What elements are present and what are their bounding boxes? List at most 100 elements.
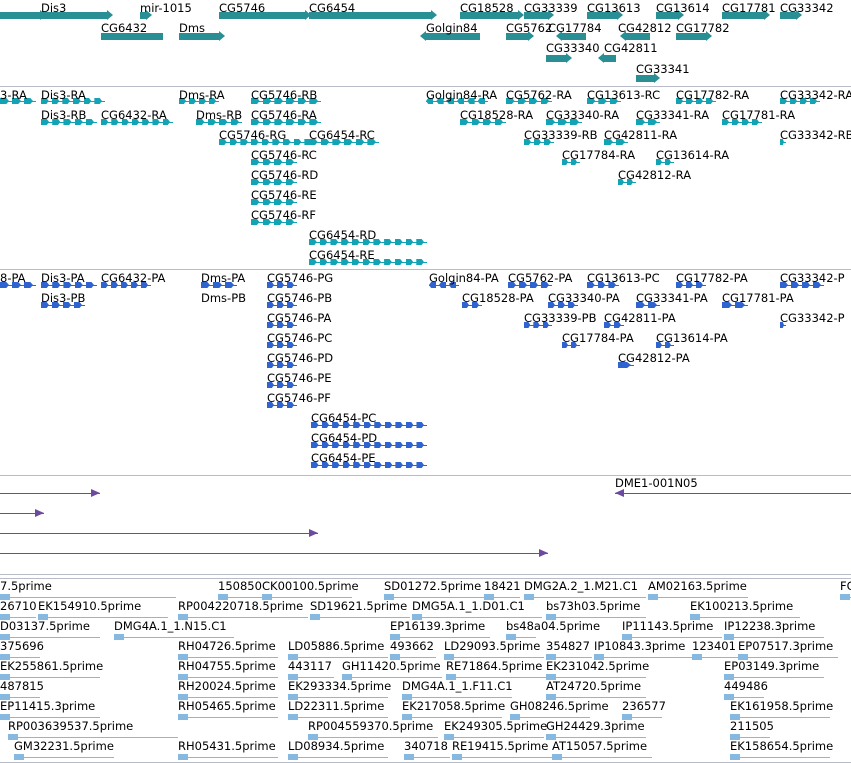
transcripts-feature-label[interactable]: CG13613-RC [587, 88, 661, 102]
proteins-feature-label[interactable]: Dis3-PB [41, 291, 86, 305]
gene-bar[interactable] [524, 12, 548, 19]
gene-bar[interactable] [546, 55, 566, 62]
protein-exon[interactable] [439, 282, 446, 288]
clone-line[interactable] [0, 553, 548, 554]
transcript-exon[interactable] [373, 239, 382, 245]
protein-exon[interactable] [342, 462, 351, 468]
protein-exon[interactable] [665, 342, 671, 348]
transcript-exon[interactable] [405, 239, 414, 245]
transcript-exon[interactable] [240, 139, 248, 145]
transcript-exon[interactable] [262, 179, 271, 185]
transcript-exon[interactable] [251, 159, 260, 165]
est-block[interactable] [692, 654, 702, 660]
est-block[interactable] [402, 694, 412, 700]
transcript-exon[interactable] [517, 98, 526, 104]
protein-exon[interactable] [85, 282, 94, 288]
transcripts-feature-label[interactable]: CG6454-RC [309, 128, 375, 142]
transcript-exon[interactable] [362, 259, 371, 265]
proteins-feature-label[interactable]: CG5746-PC [267, 331, 333, 345]
protein-exon[interactable] [353, 422, 361, 428]
genes-feature-label[interactable]: CG13613 [587, 1, 641, 15]
transcript-exon[interactable] [616, 139, 625, 145]
est-feature-label[interactable]: RH20024.5prime [178, 679, 276, 693]
protein-exon[interactable] [542, 322, 549, 328]
est-feature-label[interactable]: RH05465.5prime [178, 699, 276, 713]
est-block[interactable] [384, 594, 394, 600]
transcript-exon[interactable] [251, 199, 260, 205]
transcript-exon[interactable] [351, 259, 360, 265]
protein-exon[interactable] [802, 282, 810, 288]
gene-bar[interactable] [626, 33, 650, 40]
transcript-exon[interactable] [251, 179, 260, 185]
genes-feature-label[interactable]: CG5746 [219, 1, 266, 15]
proteins-feature-label[interactable]: CG5762-PA [508, 271, 573, 285]
est-block[interactable] [0, 674, 10, 680]
proteins-feature-label[interactable]: Golgin84-PA [429, 271, 499, 285]
gene-bar[interactable] [426, 33, 480, 40]
est-feature-label[interactable]: AT24720.5prime [546, 679, 642, 693]
gene-bar[interactable] [780, 12, 796, 19]
transcript-exon[interactable] [696, 98, 703, 104]
protein-exon[interactable] [287, 342, 294, 348]
est-block[interactable] [730, 714, 740, 720]
genes-feature-label[interactable]: CG17782 [676, 21, 730, 35]
est-block[interactable] [14, 754, 24, 760]
transcript-exon[interactable] [94, 98, 102, 104]
transcripts-feature-label[interactable]: CG42812-RA [618, 168, 692, 182]
transcript-exon[interactable] [534, 139, 541, 145]
est-feature-label[interactable]: EK231042.5prime [546, 659, 650, 673]
transcripts-feature-label[interactable]: CG17782-RA [676, 88, 750, 102]
transcript-exon[interactable] [800, 98, 807, 104]
transcripts-feature-label[interactable]: CG5762-RA [506, 88, 572, 102]
est-feature-label[interactable]: 443117 [288, 659, 332, 673]
proteins-feature-label[interactable]: CG5746-PF [267, 391, 331, 405]
transcript-exon[interactable] [304, 139, 312, 145]
transcripts-feature-label[interactable]: CG33342-RB [780, 128, 851, 142]
transcript-exon[interactable] [297, 98, 307, 104]
protein-exon[interactable] [121, 282, 128, 288]
protein-exon[interactable] [131, 282, 138, 288]
protein-exon[interactable] [562, 342, 568, 348]
genes-feature-label[interactable]: CG17784 [548, 21, 602, 35]
gene-bar[interactable] [219, 12, 305, 19]
transcript-exon[interactable] [656, 159, 662, 165]
transcripts-feature-label[interactable]: Dis3-RB [41, 108, 87, 122]
est-block[interactable] [412, 614, 422, 620]
transcript-exon[interactable] [742, 119, 749, 125]
protein-exon[interactable] [342, 442, 351, 448]
transcript-exon[interactable] [274, 199, 283, 205]
est-feature-label[interactable]: 26710 [0, 599, 37, 613]
proteins-feature-label[interactable]: Dms-PB [201, 291, 247, 305]
est-feature-label[interactable]: EP07517.3prime [738, 639, 834, 653]
protein-exon[interactable] [321, 442, 330, 448]
proteins-feature-label[interactable]: CG13614-PA [656, 331, 728, 345]
protein-exon[interactable] [213, 282, 222, 288]
est-feature-label[interactable]: EK161958.5prime [730, 699, 834, 713]
transcripts-feature-label[interactable]: CG17781-RA [722, 108, 796, 122]
gene-bar[interactable] [604, 55, 616, 62]
transcript-exon[interactable] [460, 119, 469, 125]
protein-exon[interactable] [508, 282, 516, 288]
est-block[interactable] [178, 614, 188, 620]
est-feature-label[interactable]: GH08246.5prime [510, 699, 609, 713]
transcript-exon[interactable] [405, 259, 414, 265]
protein-exon[interactable] [287, 302, 294, 308]
protein-exon[interactable] [287, 362, 294, 368]
genes-feature-label[interactable]: CG6454 [309, 1, 356, 15]
transcript-exon[interactable] [207, 119, 216, 125]
transcript-exon[interactable] [274, 179, 283, 185]
est-block[interactable] [730, 734, 740, 740]
est-block[interactable] [546, 674, 556, 680]
est-block[interactable] [546, 694, 556, 700]
transcript-exon[interactable] [319, 239, 328, 245]
transcript-exon[interactable] [52, 119, 61, 125]
transcript-exon[interactable] [344, 139, 353, 145]
transcripts-feature-label[interactable]: CG33339-RB [524, 128, 598, 142]
est-block[interactable] [178, 674, 188, 680]
transcript-exon[interactable] [12, 98, 21, 104]
genes-feature-label[interactable]: mir-1015 [140, 1, 192, 15]
protein-exon[interactable] [524, 322, 531, 328]
transcript-exon[interactable] [162, 119, 170, 125]
transcript-exon[interactable] [293, 139, 302, 145]
est-feature-label[interactable]: 123401 [692, 639, 736, 653]
